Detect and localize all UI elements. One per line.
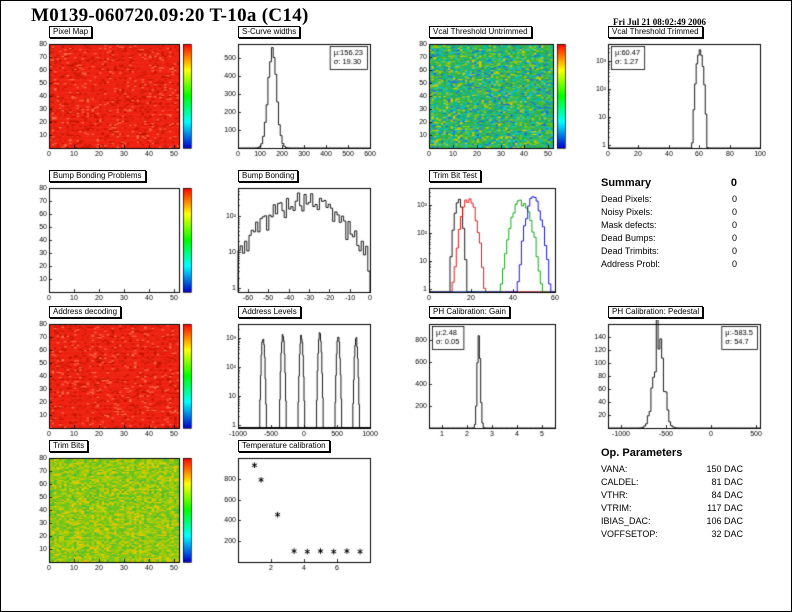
- vcal-trimmed-histogram: [586, 40, 768, 162]
- panel-bump-bonding: Bump Bonding: [216, 165, 378, 306]
- page-title: M0139-060720.09:20 T-10a (C14): [31, 5, 309, 26]
- address-levels-histogram: [216, 320, 378, 442]
- summary-row-label: Mask defects:: [601, 220, 657, 230]
- summary-row: Mask defects: 0: [601, 219, 737, 232]
- chart-title-address-decoding: Address decoding: [49, 306, 122, 318]
- panel-trim-bits: Trim Bits: [29, 435, 199, 576]
- summary-row: Dead Pixels: 0: [601, 193, 737, 206]
- summary-row-label: Dead Trimbits:: [601, 246, 660, 256]
- summary-row: Dead Trimbits: 0: [601, 245, 737, 258]
- chart-title-ph-pedestal: PH Calibration: Pedestal: [608, 306, 704, 318]
- param-label: VOFFSETOP:: [601, 529, 658, 539]
- param-row: VTRIM: 117 DAC: [601, 502, 743, 515]
- summary-header: Summary 0: [601, 177, 737, 189]
- panel-address-decoding: Address decoding: [29, 301, 199, 442]
- panel-pixel-map: Pixel Map: [29, 21, 199, 162]
- chart-title-trim-bits: Trim Bits: [49, 440, 89, 452]
- summary-row-value: 0: [731, 220, 737, 230]
- param-value: 117 DAC: [707, 503, 743, 513]
- vcal-untrimmed-heatmap: [409, 40, 575, 162]
- chart-title-address-levels: Address Levels: [238, 306, 301, 318]
- param-label: VTRIM:: [601, 503, 632, 513]
- chart-title-vcal-untrimmed: Vcal Threshold Untrimmed: [429, 26, 532, 38]
- bump-bonding-histogram: [216, 184, 378, 306]
- chart-title-scurve-widths: S-Curve widths: [238, 26, 301, 38]
- param-label: IBIAS_DAC:: [601, 516, 651, 526]
- panel-ph-pedestal: PH Calibration: Pedestal: [586, 301, 768, 442]
- param-label: VANA:: [601, 464, 628, 474]
- param-value: 106 DAC: [706, 516, 743, 526]
- param-value: 150 DAC: [706, 464, 743, 474]
- param-value: 84 DAC: [711, 490, 743, 500]
- panel-trim-bit-test: Trim Bit Test: [407, 165, 563, 306]
- summary-row-value: 0: [731, 259, 737, 269]
- summary-row-label: Noisy Pixels:: [601, 207, 653, 217]
- timestamp: Fri Jul 21 08:02:49 2006: [613, 17, 706, 27]
- chart-title-pixel-map: Pixel Map: [49, 26, 93, 38]
- summary-row-value: 0: [731, 194, 737, 204]
- panel-vcal-trimmed: Vcal Threshold Trimmed: [586, 21, 768, 162]
- param-value: 81 DAC: [711, 477, 743, 487]
- panel-address-levels: Address Levels: [216, 301, 378, 442]
- panel-scurve-widths: S-Curve widths: [216, 21, 378, 162]
- param-label: CALDEL:: [601, 477, 639, 487]
- summary-row-label: Dead Pixels:: [601, 194, 652, 204]
- param-row: VOFFSETOP: 32 DAC: [601, 528, 743, 541]
- param-row: CALDEL: 81 DAC: [601, 476, 743, 489]
- op-parameters-header: Op. Parameters: [601, 447, 743, 459]
- chart-title-vcal-trimmed: Vcal Threshold Trimmed: [608, 26, 703, 38]
- chart-title-temperature-calibration: Temperature calibration: [238, 440, 330, 452]
- summary-row: Dead Bumps: 0: [601, 232, 737, 245]
- chart-title-trim-bit-test: Trim Bit Test: [429, 170, 482, 182]
- param-row: VTHR: 84 DAC: [601, 489, 743, 502]
- summary-total: 0: [730, 177, 737, 189]
- summary-row: Address Probl: 0: [601, 258, 737, 271]
- scurve-widths-histogram: [216, 40, 378, 162]
- chart-title-bump-problems: Bump Bonding Problems: [49, 170, 146, 182]
- pixel-map-heatmap: [29, 40, 199, 162]
- chart-title-bump-bonding: Bump Bonding: [238, 170, 299, 182]
- param-row: VANA: 150 DAC: [601, 463, 743, 476]
- summary-row-label: Address Probl:: [601, 259, 661, 269]
- address-decoding-heatmap: [29, 320, 199, 442]
- param-label: VTHR:: [601, 490, 628, 500]
- summary-row: Noisy Pixels: 0: [601, 206, 737, 219]
- op-parameters-block: Op. Parameters VANA: 150 DAC CALDEL: 81 DA…: [601, 447, 743, 541]
- ph-gain-histogram: [407, 320, 563, 442]
- op-parameters-title: Op. Parameters: [601, 447, 683, 459]
- panel-bump-problems: Bump Bonding Problems: [29, 165, 199, 306]
- chart-title-ph-gain: PH Calibration: Gain: [429, 306, 510, 318]
- summary-row-value: 0: [731, 207, 737, 217]
- panel-vcal-untrimmed: Vcal Threshold Untrimmed: [409, 21, 575, 162]
- trim-bits-heatmap: [29, 454, 199, 576]
- summary-block: Summary 0 Dead Pixels: 0 Noisy Pixels: 0 M…: [601, 177, 737, 271]
- summary-row-label: Dead Bumps:: [601, 233, 656, 243]
- param-value: 32 DAC: [711, 529, 743, 539]
- ph-pedestal-histogram: [586, 320, 768, 442]
- summary-row-value: 0: [731, 233, 737, 243]
- summary-title: Summary: [601, 177, 652, 189]
- temperature-calibration-scatter: [216, 454, 378, 576]
- panel-ph-gain: PH Calibration: Gain: [407, 301, 563, 442]
- param-row: IBIAS_DAC: 106 DAC: [601, 515, 743, 528]
- panel-temperature-calibration: Temperature calibration: [216, 435, 378, 576]
- summary-row-value: 0: [731, 246, 737, 256]
- trim-bit-test-histogram: [407, 184, 563, 306]
- bump-problems-heatmap: [29, 184, 199, 306]
